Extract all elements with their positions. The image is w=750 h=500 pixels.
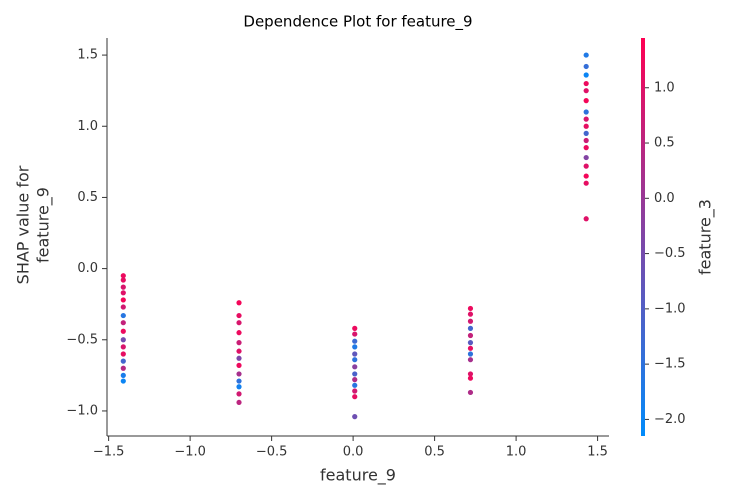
y-axis-label: SHAP value for: [14, 165, 33, 284]
colorbar-tick-label: −2.0: [654, 412, 686, 427]
point: [120, 365, 126, 371]
colorbar-tick-label: 0.0: [654, 191, 675, 206]
point: [352, 371, 358, 377]
x-tick-label: −1.0: [174, 445, 206, 460]
colorbar-tick-label: −1.0: [654, 301, 686, 316]
point: [352, 388, 358, 394]
point: [120, 297, 126, 303]
colorbar-tick-label: −0.5: [654, 246, 686, 261]
point: [352, 351, 358, 357]
point: [352, 325, 358, 331]
point: [120, 328, 126, 334]
point: [120, 337, 126, 343]
point: [583, 173, 589, 179]
point: [467, 305, 474, 312]
point: [352, 344, 358, 350]
point: [352, 331, 358, 337]
point: [120, 378, 126, 384]
point: [583, 72, 589, 78]
point: [467, 375, 474, 381]
y-tick-label: −0.5: [66, 332, 98, 347]
x-axis-label: feature_9: [320, 466, 396, 486]
point: [583, 80, 589, 87]
point: [583, 180, 589, 186]
point: [236, 312, 242, 319]
y-axis-label: feature_9: [34, 187, 54, 263]
point: [120, 284, 126, 290]
point: [120, 372, 126, 378]
x-tick-label: −0.5: [256, 445, 288, 460]
point: [583, 154, 589, 161]
point: [467, 389, 474, 396]
point: [583, 145, 589, 151]
point: [583, 63, 589, 70]
point: [236, 348, 242, 354]
point: [583, 123, 589, 129]
y-tick-label: 0.5: [77, 190, 98, 205]
point: [236, 340, 242, 346]
point: [352, 377, 358, 383]
point: [236, 371, 242, 377]
colorbar-label: feature_3: [696, 199, 716, 275]
point: [352, 338, 358, 344]
point: [236, 378, 242, 384]
point: [352, 382, 358, 388]
point: [236, 330, 242, 336]
x-tick-label: 0.0: [343, 445, 364, 460]
point: [467, 345, 474, 351]
point: [120, 273, 126, 279]
point: [120, 344, 126, 350]
point: [120, 312, 126, 319]
point: [236, 391, 242, 397]
y-tick-label: −1.0: [66, 403, 98, 418]
colorbar: [641, 38, 645, 436]
point: [583, 130, 589, 136]
y-tick-label: 1.0: [77, 119, 98, 134]
x-tick-label: 1.0: [506, 445, 527, 460]
point: [467, 371, 474, 377]
point: [583, 52, 589, 58]
point: [467, 340, 474, 346]
point: [352, 394, 358, 400]
x-tick-label: −1.5: [93, 445, 125, 460]
point: [467, 311, 474, 317]
point: [352, 357, 358, 363]
point: [583, 98, 589, 104]
point: [583, 216, 589, 222]
point: [236, 355, 242, 361]
point: [352, 364, 358, 370]
colorbar-tick-label: 1.0: [654, 80, 675, 95]
point: [583, 88, 589, 94]
point: [467, 357, 474, 363]
point: [120, 277, 126, 283]
point: [583, 109, 589, 115]
point: [236, 320, 242, 326]
colorbar-tick-label: −1.5: [654, 357, 686, 372]
x-tick-label: 1.5: [587, 445, 608, 460]
y-tick-label: 0.0: [77, 261, 98, 276]
point: [236, 384, 242, 390]
point: [583, 163, 589, 169]
chart-title: Dependence Plot for feature_9: [243, 13, 472, 32]
point: [467, 325, 474, 331]
colorbar-tick-label: 0.5: [654, 136, 675, 151]
point: [236, 300, 242, 306]
point: [583, 137, 589, 144]
point: [120, 358, 126, 364]
point: [352, 414, 358, 420]
point: [120, 351, 126, 357]
point: [120, 290, 126, 296]
point: [467, 318, 474, 324]
point: [583, 116, 589, 122]
point: [236, 399, 242, 406]
point: [236, 362, 242, 368]
x-tick-label: 0.5: [424, 445, 445, 460]
point: [467, 332, 474, 339]
point: [467, 351, 474, 357]
y-tick-label: 1.5: [77, 48, 98, 63]
point: [120, 320, 126, 326]
point: [120, 304, 126, 310]
